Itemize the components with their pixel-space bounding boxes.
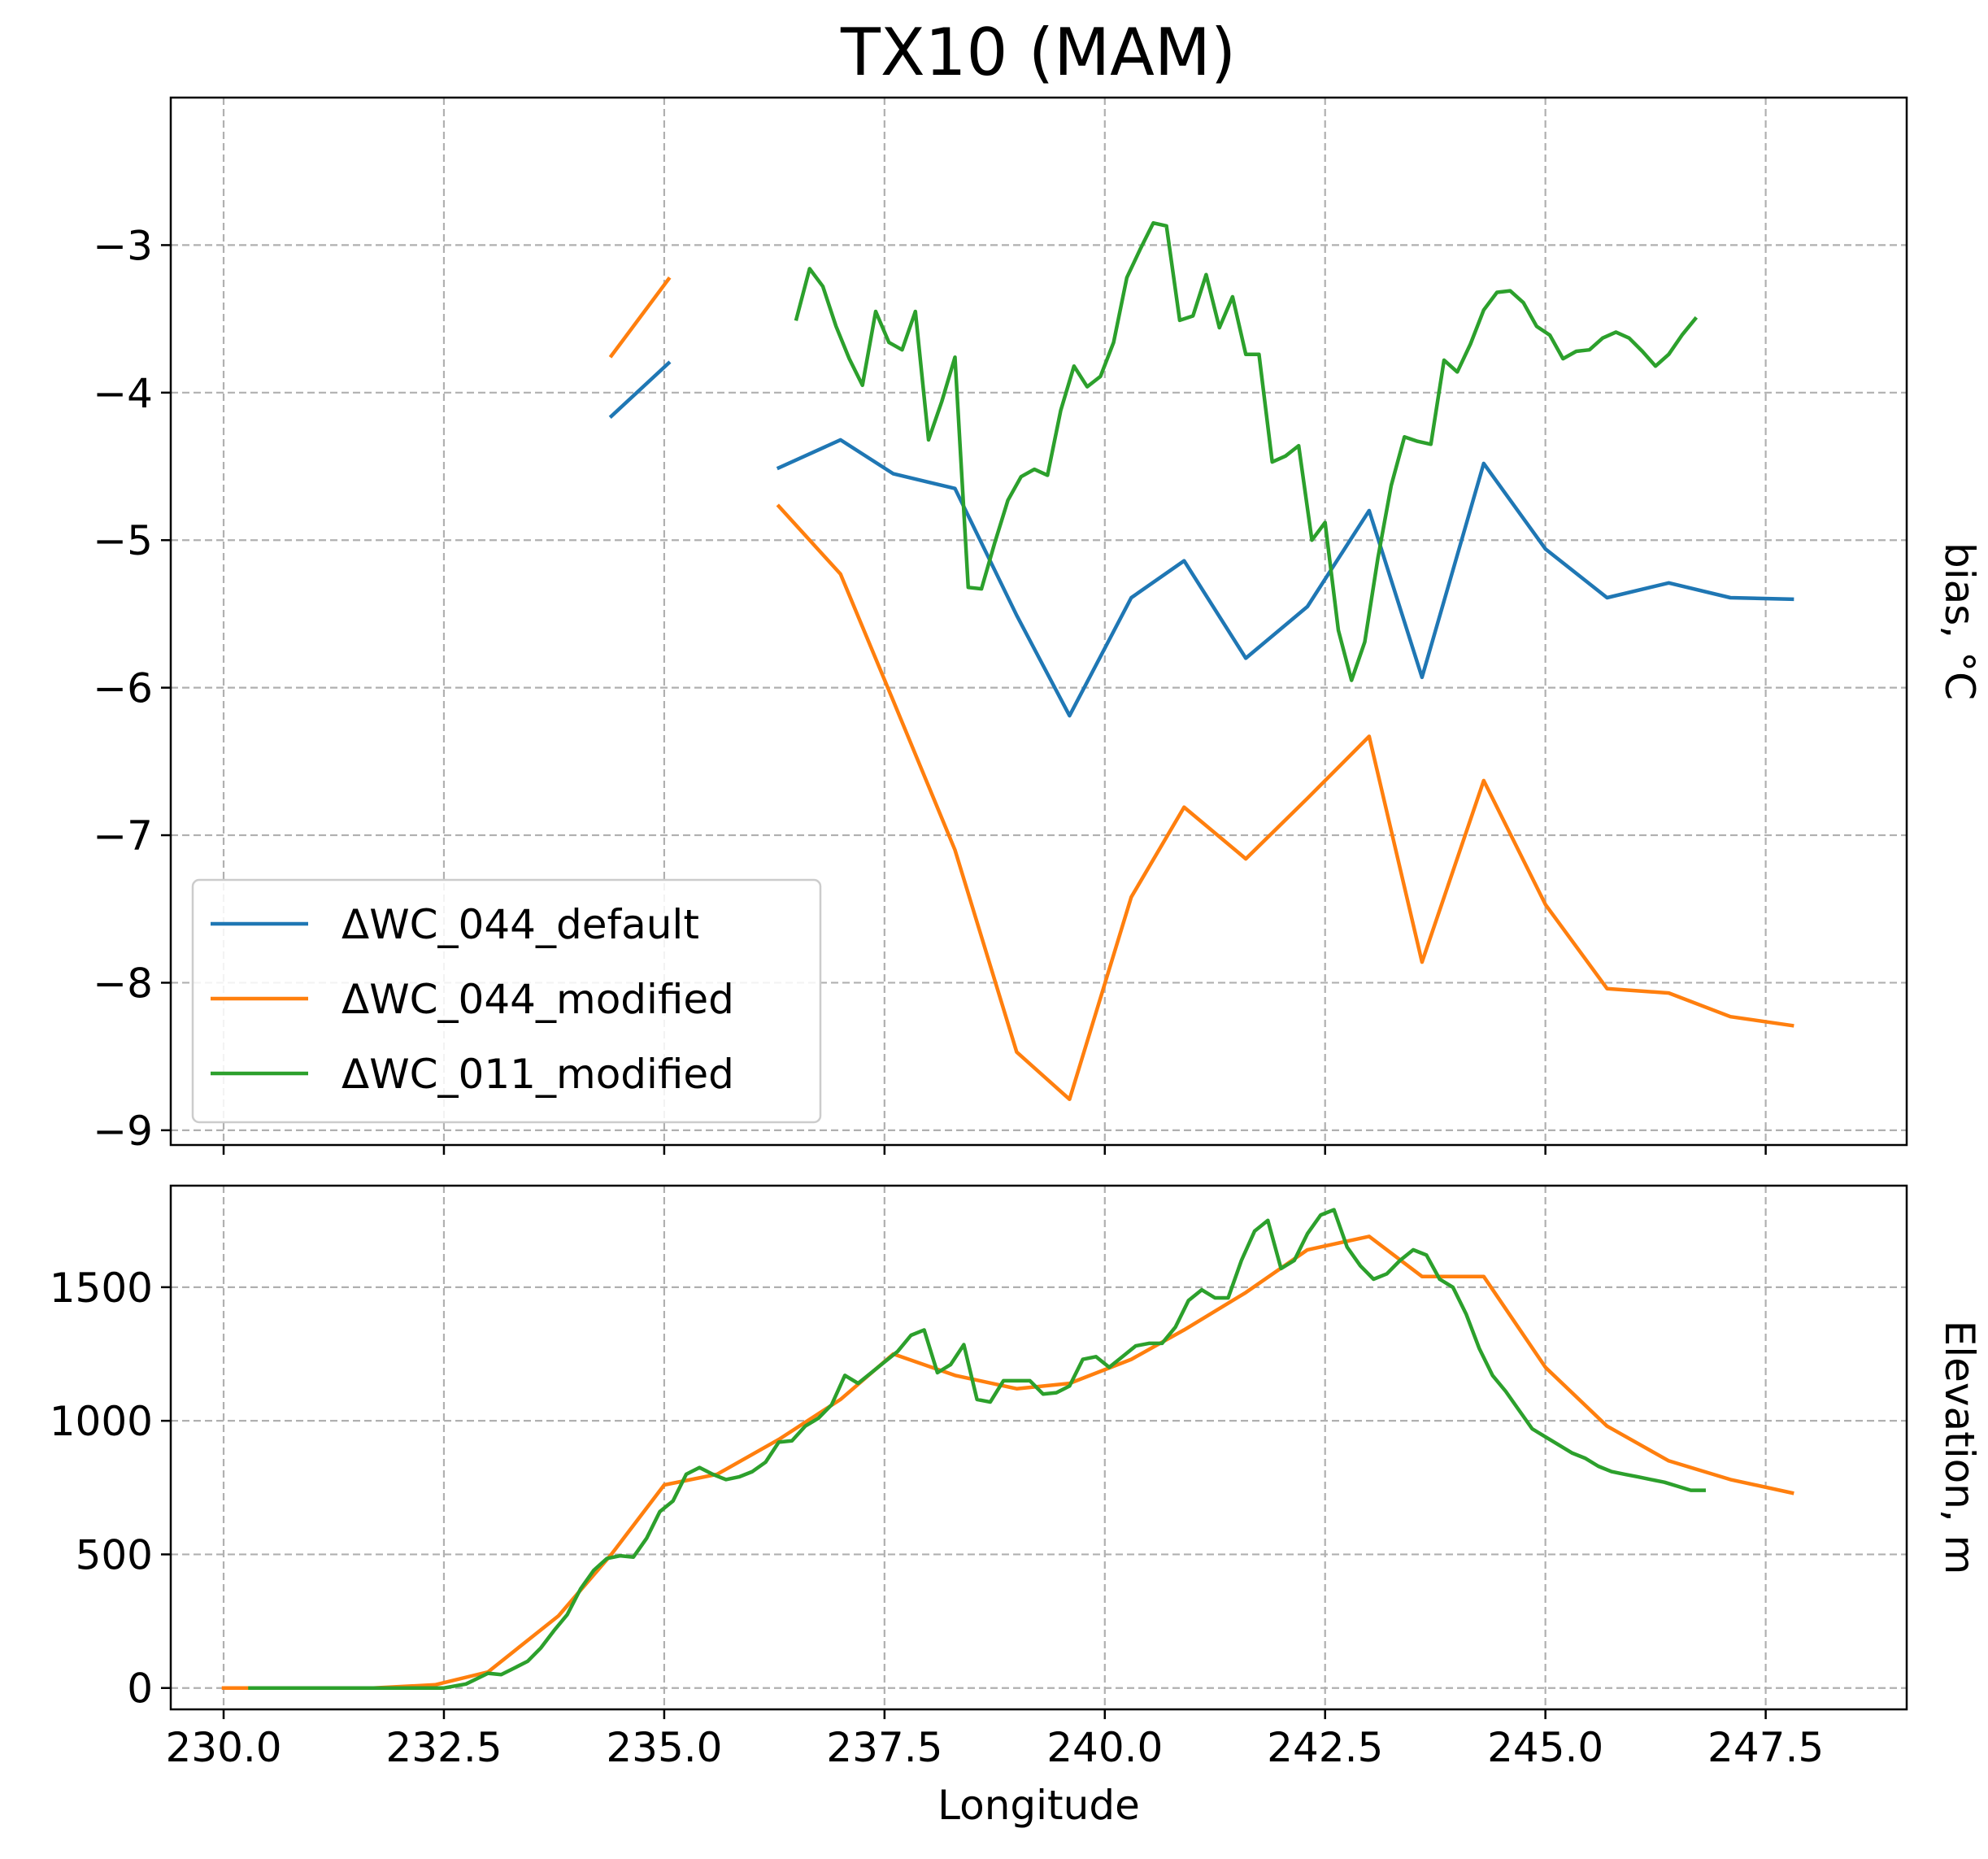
y-axis-label: bias, °C xyxy=(1936,542,1983,700)
y-tick-label: −6 xyxy=(93,665,153,712)
y-tick-label: 0 xyxy=(127,1665,153,1713)
y-tick-label: −4 xyxy=(93,370,153,417)
x-tick-label: 237.5 xyxy=(826,1724,942,1771)
legend-label: ΔWC_011_modified xyxy=(341,1051,734,1098)
y-tick-label: −8 xyxy=(93,960,153,1007)
series-line-wc-011-modified xyxy=(248,1208,1706,1690)
y-tick-label: −9 xyxy=(93,1108,153,1155)
chart-title: TX10 (MAM) xyxy=(840,15,1236,90)
legend-frame xyxy=(191,878,822,1124)
y-tick-label: −5 xyxy=(93,517,153,564)
series-line-wc-044-modified xyxy=(608,276,672,359)
x-tick-label: 232.5 xyxy=(385,1724,502,1771)
y-tick-label: 500 xyxy=(76,1531,153,1578)
x-tick-label: 242.5 xyxy=(1267,1724,1383,1771)
y-tick-label: −3 xyxy=(93,222,153,269)
legend-label: ΔWC_044_modified xyxy=(341,976,734,1023)
legend: ΔWC_044_default ΔWC_044_modified ΔWC_011_m… xyxy=(191,878,822,1124)
x-tick-label: 230.0 xyxy=(165,1724,281,1771)
axes-frame xyxy=(169,1184,1908,1711)
y-tick-label: −7 xyxy=(93,812,153,860)
series-line-wc-044-default xyxy=(608,360,672,419)
series-line-wc-011-modified xyxy=(794,220,1699,682)
x-tick-label: 240.0 xyxy=(1046,1724,1163,1771)
x-axis-label: Longitude xyxy=(937,1782,1140,1829)
series-line-wc-044-modified xyxy=(776,503,1794,1102)
x-tick-label: 245.0 xyxy=(1487,1724,1603,1771)
axes-frame xyxy=(169,96,1908,1147)
y-tick-label: 1000 xyxy=(50,1398,153,1445)
y-axis-label: Elevation, m xyxy=(1936,1321,1983,1575)
y-tick-label: 1500 xyxy=(50,1265,153,1312)
series-line-wc-044-default xyxy=(776,438,1794,718)
x-tick-label: 247.5 xyxy=(1707,1724,1824,1771)
elevation-panel: 230.0 232.5 235.0 237.5 240.0 242.5 245.0 247.5… xyxy=(50,1184,1983,1829)
series-line-wc-044-modified xyxy=(221,1234,1794,1690)
legend-label: ΔWC_044_default xyxy=(341,901,699,948)
x-tick-label: 235.0 xyxy=(606,1724,722,1771)
